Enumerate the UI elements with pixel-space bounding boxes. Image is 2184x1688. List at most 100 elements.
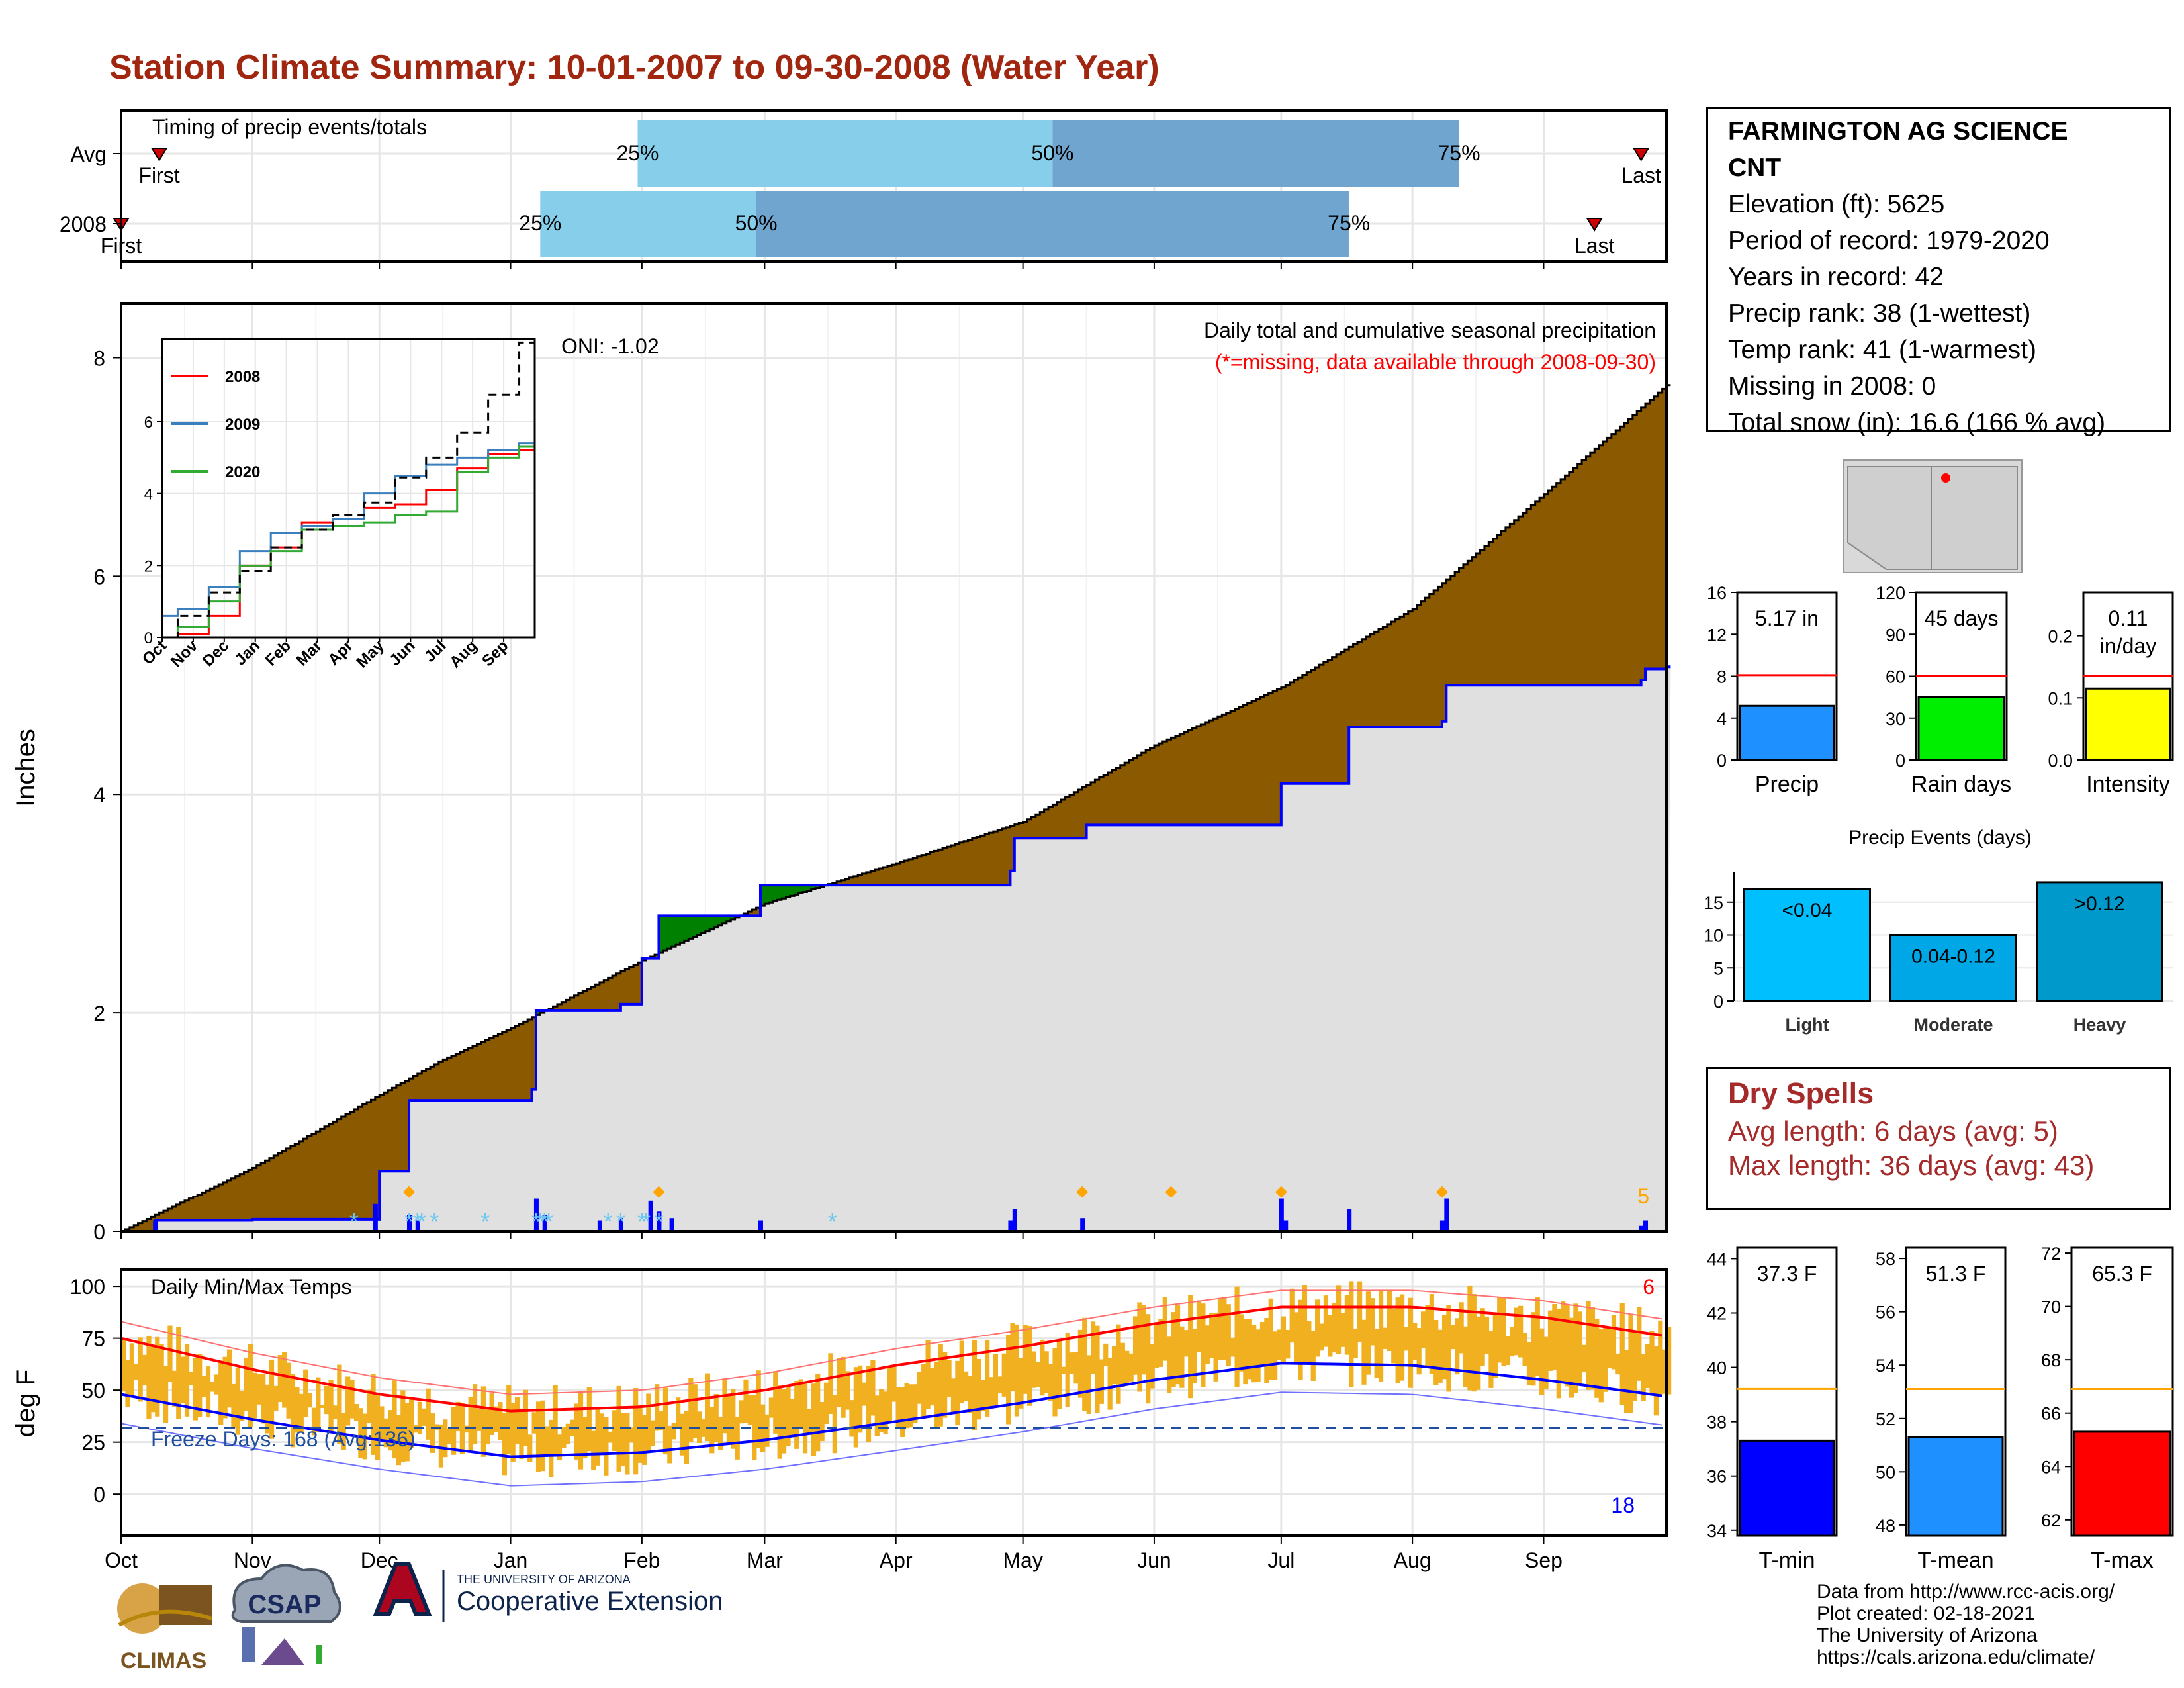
daily-temp-bar bbox=[1107, 1358, 1113, 1410]
daily-temp-bar bbox=[303, 1369, 308, 1417]
daily-temp-bar bbox=[1429, 1294, 1434, 1374]
deficit-band bbox=[362, 1104, 367, 1219]
daily-temp-bar bbox=[1217, 1298, 1223, 1360]
daily-temp-bar bbox=[1510, 1327, 1515, 1357]
daily-temp-bar bbox=[1319, 1323, 1324, 1351]
deficit-band bbox=[1361, 639, 1367, 727]
precip-y-tick-label: 8 bbox=[93, 346, 105, 370]
daily-temp-bar bbox=[866, 1366, 872, 1442]
deficit-band bbox=[506, 1030, 512, 1101]
daily-temp-bar bbox=[531, 1412, 537, 1434]
daily-temp-bar bbox=[1577, 1311, 1582, 1383]
daily-temp-bar bbox=[853, 1367, 858, 1448]
daily-temp-bar bbox=[870, 1360, 876, 1416]
deficit-band bbox=[1040, 812, 1045, 839]
deficit-band bbox=[193, 1196, 198, 1221]
daily-temp-bar bbox=[1086, 1355, 1091, 1414]
deficit-band bbox=[1404, 614, 1409, 727]
deficit-band bbox=[553, 1006, 558, 1011]
deficit-band bbox=[282, 1150, 287, 1219]
large-event-marker bbox=[1165, 1186, 1177, 1198]
daily-temp-bar bbox=[1361, 1319, 1367, 1385]
climas-mark-icon bbox=[159, 1585, 212, 1625]
deficit-band bbox=[1082, 787, 1087, 839]
daily-temp-bar bbox=[676, 1397, 681, 1429]
deficit-band bbox=[1441, 583, 1447, 722]
deficit-band bbox=[1374, 632, 1379, 727]
deficit-band bbox=[1539, 498, 1545, 686]
daily-temp-bar bbox=[1637, 1307, 1642, 1381]
deficit-band bbox=[256, 1165, 261, 1219]
surplus-band bbox=[764, 885, 770, 904]
surplus-band bbox=[777, 885, 782, 900]
surplus-band bbox=[676, 915, 681, 945]
deficit-band bbox=[142, 1221, 147, 1231]
station-snow: Total snow (in): 16.6 (166 % avg) bbox=[1728, 408, 2106, 437]
record-low-line bbox=[120, 1391, 1662, 1487]
deficit-band bbox=[1073, 792, 1079, 839]
inset-panel: 0246200820092020OctNovDecJanFebMarAprMay… bbox=[139, 338, 536, 671]
daily-precip-bar bbox=[1012, 1209, 1017, 1231]
deficit-band bbox=[189, 1198, 194, 1221]
station-missing: Missing in 2008: 0 bbox=[1728, 372, 1936, 400]
daily-temp-bar bbox=[1632, 1333, 1638, 1402]
deficit-band bbox=[180, 1202, 185, 1221]
daily-temp-bar bbox=[1120, 1342, 1125, 1387]
daily-temp-bar bbox=[290, 1374, 296, 1448]
daily-temp-bar bbox=[565, 1423, 570, 1444]
daily-temp-bar bbox=[781, 1389, 787, 1454]
deficit-band bbox=[752, 910, 757, 916]
daily-temp-bar bbox=[1154, 1323, 1160, 1368]
daily-temp-bar bbox=[883, 1391, 888, 1434]
oni-label: ONI: -1.02 bbox=[561, 334, 659, 358]
daily-temp-bar bbox=[193, 1358, 198, 1421]
deficit-band bbox=[1090, 782, 1095, 825]
daily-temp-bar bbox=[773, 1372, 778, 1434]
daily-temp-bar bbox=[1408, 1297, 1413, 1388]
timing-label-25: 25% bbox=[616, 141, 659, 165]
surplus-band bbox=[786, 885, 791, 898]
daily-temp-bar bbox=[1128, 1353, 1134, 1382]
mini-value-bar bbox=[2073, 1430, 2171, 1537]
daily-temp-bar bbox=[1484, 1316, 1490, 1354]
deficit-band bbox=[129, 1227, 134, 1231]
daily-temp-bar bbox=[286, 1362, 291, 1419]
deficit-band bbox=[1217, 716, 1222, 825]
daily-temp-bar bbox=[980, 1380, 985, 1411]
deficit-band bbox=[1023, 821, 1028, 839]
daily-temp-bar bbox=[328, 1380, 334, 1434]
deficit-band bbox=[498, 1034, 503, 1101]
daily-temp-bar bbox=[862, 1382, 867, 1406]
daily-temp-bar bbox=[167, 1325, 173, 1382]
daily-temp-bar bbox=[345, 1376, 351, 1426]
deficit-band bbox=[1349, 647, 1354, 727]
deficit-band bbox=[146, 1219, 152, 1231]
daily-temp-bar bbox=[802, 1383, 808, 1454]
daily-temp-bar bbox=[392, 1380, 397, 1459]
deficit-band bbox=[167, 1209, 173, 1221]
temps-title: Daily Min/Max Temps bbox=[151, 1275, 351, 1299]
month-tick-label: Dec bbox=[361, 1548, 398, 1572]
daily-temp-bar bbox=[155, 1336, 160, 1417]
daily-temp-bar bbox=[574, 1403, 579, 1460]
deficit-band bbox=[1645, 404, 1651, 669]
credit-university: The University of Arizona bbox=[1817, 1624, 2038, 1646]
timing-frame bbox=[120, 109, 1668, 263]
events-category-label: Moderate bbox=[1913, 1015, 1993, 1035]
daily-temp-bar bbox=[837, 1358, 842, 1407]
daily-temp-bar bbox=[1607, 1329, 1612, 1368]
daily-temp-bar bbox=[307, 1393, 312, 1408]
snow-day-marker: * bbox=[604, 1208, 613, 1235]
station-name: FARMINGTON AG SCIENCE bbox=[1728, 117, 2068, 146]
deficit-band bbox=[1628, 418, 1633, 686]
daily-temp-bar bbox=[404, 1403, 410, 1462]
deficit-band bbox=[371, 1100, 376, 1219]
deficit-band bbox=[337, 1119, 342, 1219]
daily-temp-bar bbox=[1505, 1336, 1511, 1366]
deficit-band bbox=[514, 1025, 520, 1101]
daily-temp-bar bbox=[1526, 1342, 1532, 1385]
deficit-band bbox=[1319, 665, 1324, 784]
daily-temp-bar bbox=[1547, 1310, 1553, 1371]
deficit-band bbox=[400, 1083, 406, 1172]
